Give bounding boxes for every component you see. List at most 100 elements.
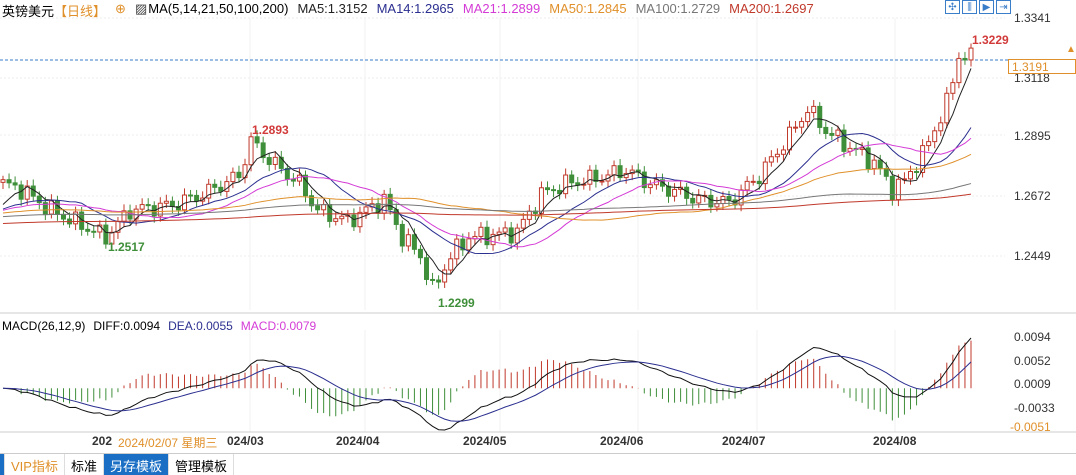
candle <box>278 156 284 169</box>
candle <box>42 202 48 215</box>
candle <box>563 174 569 195</box>
candle <box>175 206 181 211</box>
ma-params[interactable]: ▨MA(5,14,21,50,100,200) <box>134 1 289 16</box>
current-price-label: 1.3191 <box>1008 59 1076 74</box>
candle <box>411 234 417 250</box>
candle <box>194 194 200 202</box>
crosshair-icon[interactable]: ✣ <box>945 0 960 14</box>
ma14-value: MA14:1.2965 <box>376 1 454 16</box>
candle <box>956 57 962 84</box>
candle <box>726 195 732 201</box>
macd-tick: 0.0009 <box>1014 377 1051 391</box>
candle <box>538 187 544 214</box>
candle <box>351 214 357 228</box>
candle <box>520 218 526 229</box>
candle <box>272 156 278 165</box>
candle <box>895 178 901 201</box>
candle <box>496 231 502 235</box>
tab-save-template[interactable]: 另存模板 <box>103 454 169 475</box>
candle <box>260 142 266 159</box>
macd-params[interactable]: MACD(26,12,9) <box>2 319 86 333</box>
candle <box>932 130 938 143</box>
candle <box>296 174 302 182</box>
candle <box>829 132 835 136</box>
candle <box>188 194 194 197</box>
candle <box>54 200 60 215</box>
candle <box>315 205 321 211</box>
ma100-line <box>2 183 972 218</box>
candle <box>938 122 944 132</box>
candle <box>750 180 756 183</box>
candle <box>799 121 805 128</box>
candle <box>442 269 448 283</box>
candle <box>502 227 508 233</box>
symbol-title: 英镑美元 <box>2 4 55 19</box>
cursor-date: 2024/02/07 星期三 <box>118 434 218 451</box>
goto-end-icon[interactable]: ⇥ <box>996 0 1011 14</box>
candle <box>762 161 768 185</box>
tab-manage-templates[interactable]: 管理模板 <box>169 454 235 475</box>
candle <box>780 149 786 155</box>
chart-toolbar: ✣ ⫼ ▶ ⇥ <box>945 0 1011 14</box>
candle <box>448 258 454 271</box>
candle <box>793 126 799 129</box>
candle <box>6 179 12 184</box>
candle <box>871 159 877 170</box>
candle <box>835 129 841 136</box>
candle <box>962 57 968 61</box>
candle <box>254 136 260 144</box>
date-tick: 2024/04 <box>336 434 380 448</box>
candle <box>61 213 66 220</box>
candle <box>708 194 714 208</box>
price-tick: 1.3341 <box>1014 11 1051 25</box>
candle <box>363 206 369 213</box>
tab-standard[interactable]: 标准 <box>65 454 104 475</box>
play-icon[interactable]: ▶ <box>979 0 994 14</box>
candle <box>877 159 883 169</box>
candle <box>430 278 436 281</box>
high-annotation: 1.2893 <box>252 123 289 137</box>
candle <box>641 171 647 189</box>
candle-mode-icon[interactable]: ⫼ <box>962 0 977 14</box>
candle <box>865 147 871 170</box>
candle <box>48 200 54 215</box>
macd-diff: DIFF:0.0094 <box>93 319 161 333</box>
candle <box>266 157 272 165</box>
candle <box>248 136 254 166</box>
tab-vip-indicators[interactable]: VIP指标 <box>5 454 65 475</box>
date-tick: 2024/08 <box>873 434 917 448</box>
candle <box>859 147 865 150</box>
price-alert-icon[interactable]: ▲ <box>1066 44 1076 55</box>
price-tick: 1.2449 <box>1014 249 1051 263</box>
candle <box>545 187 550 191</box>
candle <box>672 188 678 197</box>
candle <box>424 257 429 280</box>
candle <box>230 171 236 183</box>
candle <box>696 195 702 204</box>
candle <box>914 171 920 174</box>
candle <box>109 231 115 245</box>
candle <box>490 233 496 246</box>
candle <box>103 224 109 245</box>
period-label[interactable]: 【日线】 <box>54 4 107 19</box>
candle <box>787 126 792 151</box>
candle <box>145 204 151 207</box>
ma21-line <box>2 137 972 248</box>
candle <box>466 238 472 251</box>
candle <box>817 105 823 128</box>
candle <box>883 167 889 177</box>
price-tick: 1.2895 <box>1014 129 1051 143</box>
candle <box>647 184 653 189</box>
candle <box>284 167 290 180</box>
candle <box>551 189 557 192</box>
low-annotation: 1.2517 <box>108 240 145 254</box>
candle <box>920 145 926 174</box>
candle <box>968 47 974 61</box>
candle <box>478 226 484 237</box>
candle <box>908 171 913 180</box>
candle <box>756 180 762 185</box>
macd-tick: 0.0094 <box>1014 330 1051 344</box>
settings-icon[interactable]: ⊕ <box>115 1 126 16</box>
candle <box>950 82 956 94</box>
